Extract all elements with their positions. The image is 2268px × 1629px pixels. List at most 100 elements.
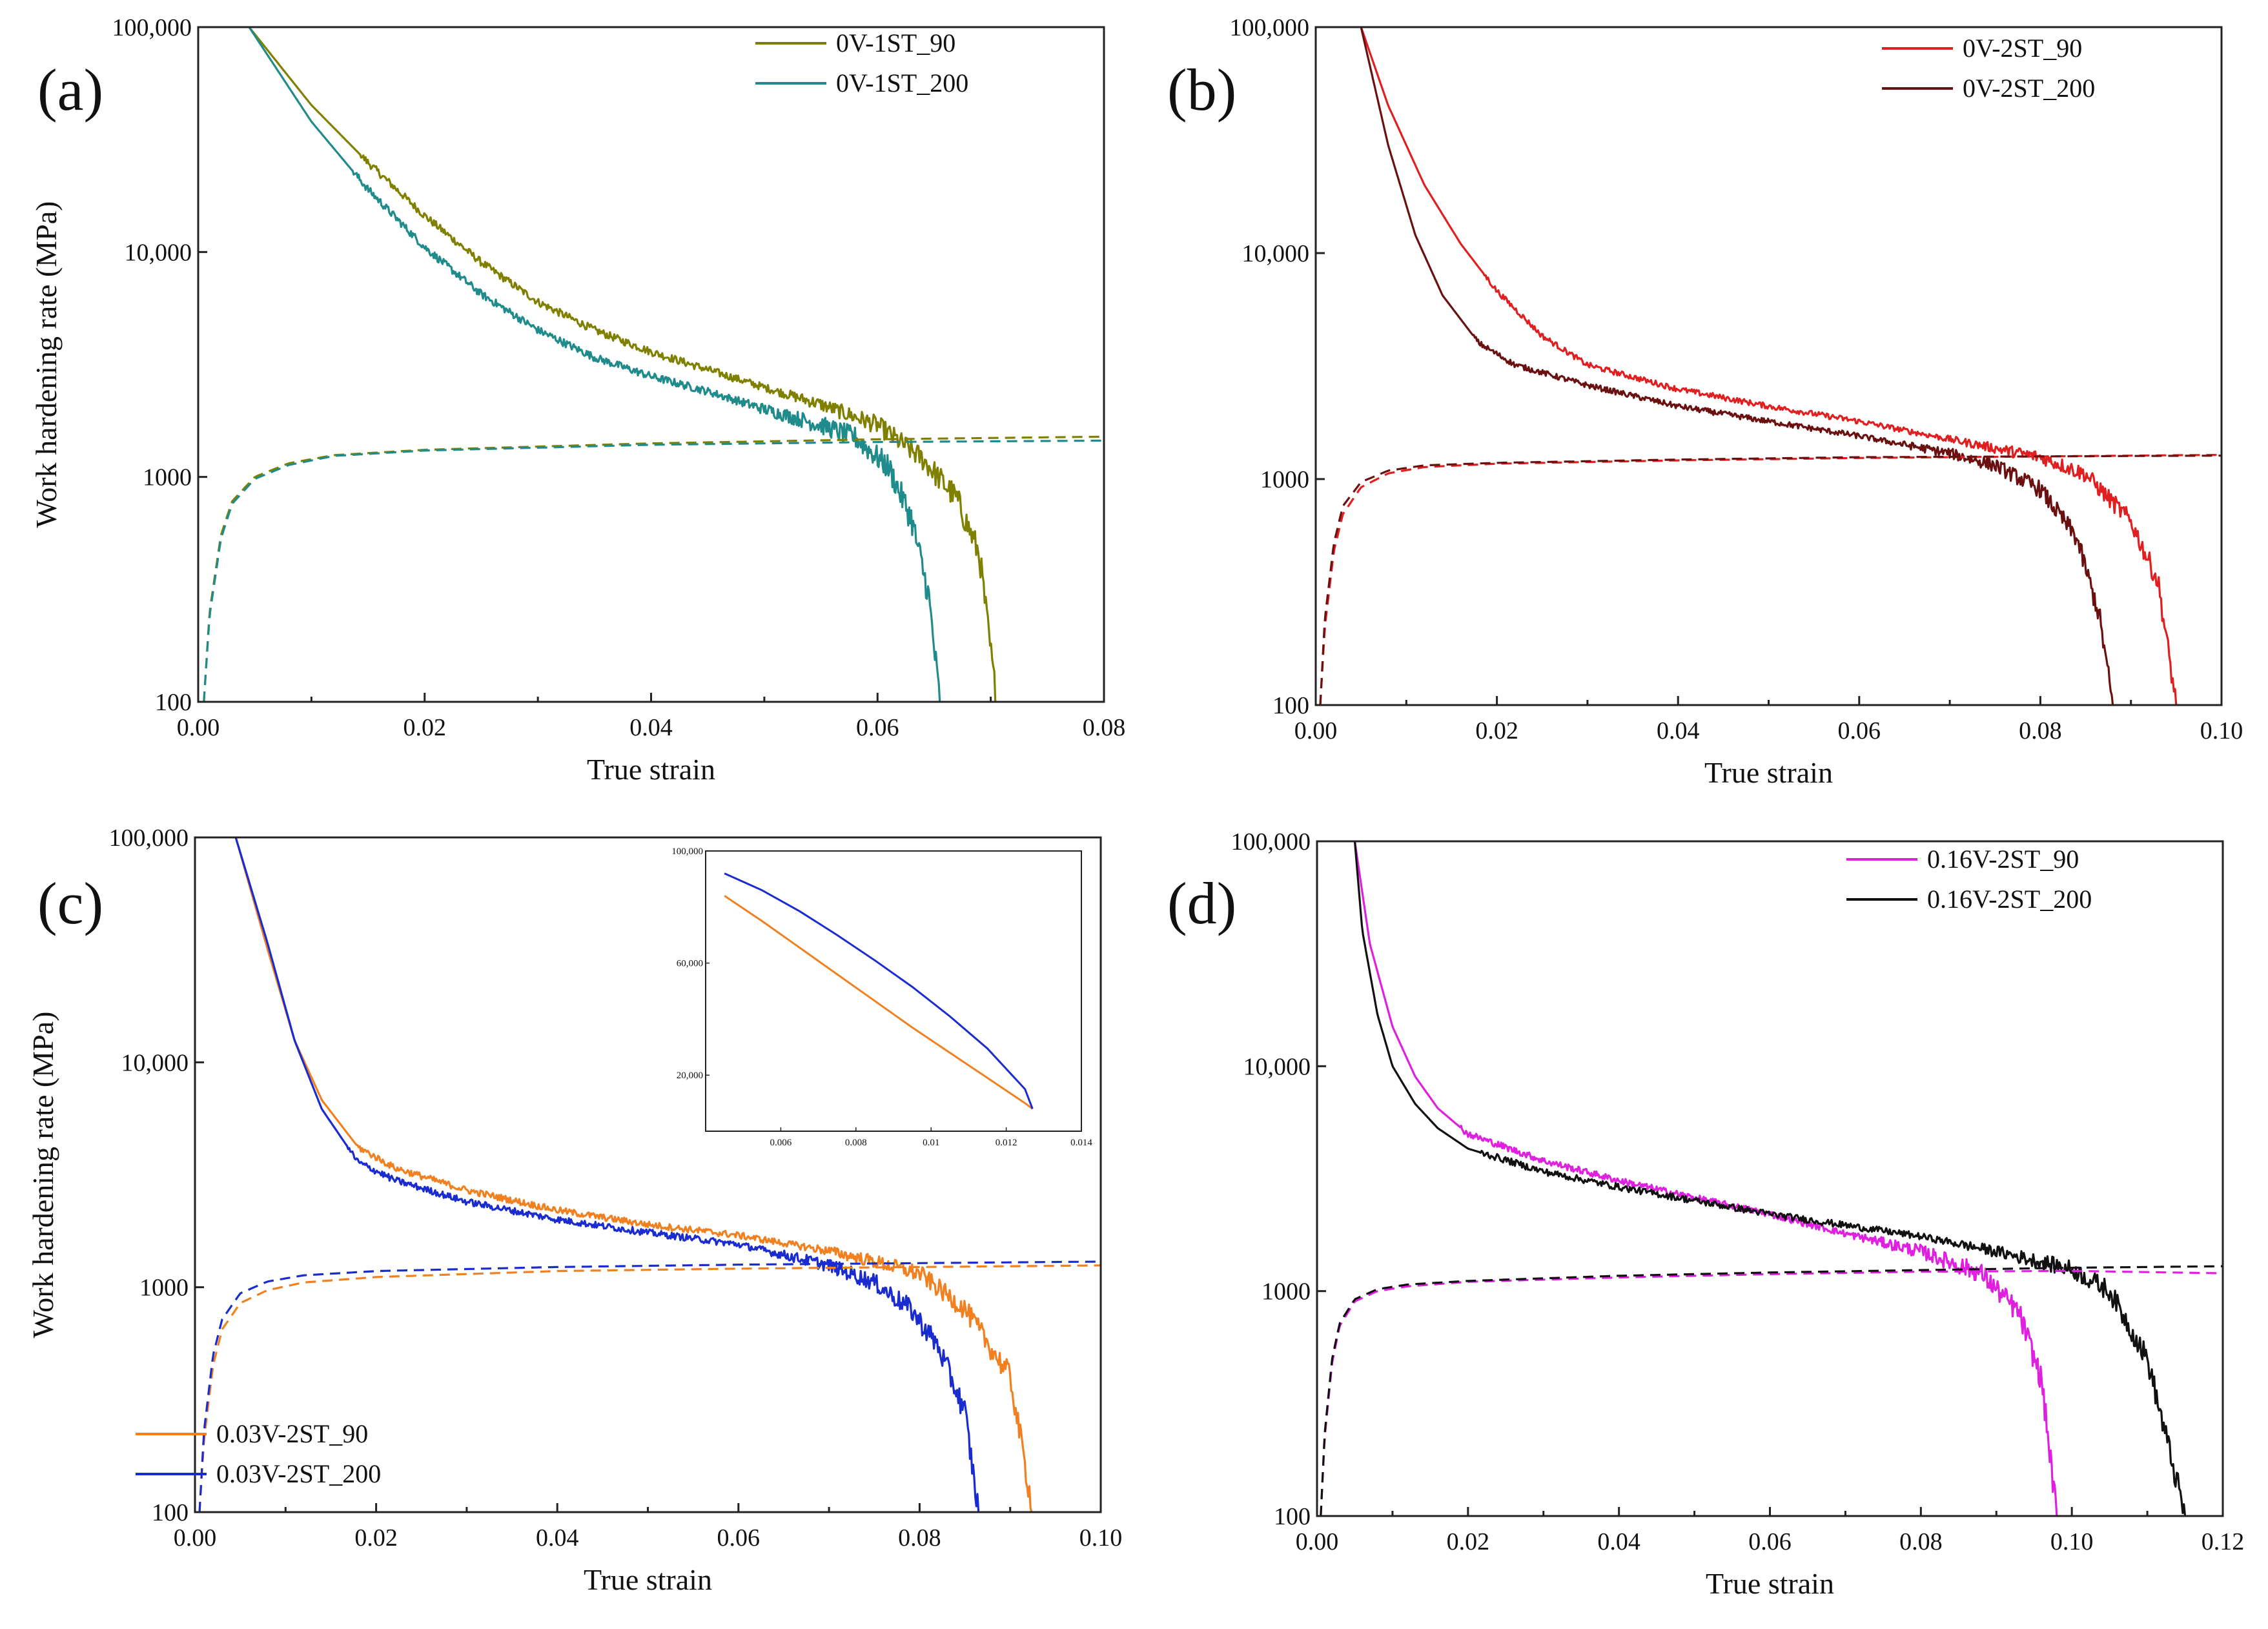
x-tick-label: 0.08 [1899, 1528, 1943, 1555]
series-line-2-1 [1360, 27, 2178, 705]
plot-area [198, 837, 1101, 1512]
inset-x-tick-label: 0.006 [770, 1138, 792, 1148]
y-tick-label: 100,000 [112, 14, 192, 41]
x-axis-label: True strain [584, 1563, 712, 1596]
legend-entry: 0V-1ST_200 [836, 68, 968, 97]
plot-area [1319, 27, 2222, 705]
legend-entry: 0V-1ST_90 [836, 28, 955, 57]
x-tick-label: 0.00 [177, 714, 220, 741]
legend-entry: 0.16V-2ST_90 [1927, 845, 2079, 874]
panel-label: (a) [37, 57, 103, 123]
x-tick-label: 0.00 [1294, 717, 1338, 744]
series-line-3-1 [234, 837, 1033, 1512]
y-tick-label: 100,000 [1231, 828, 1311, 855]
legend-entry: 0.03V-2ST_200 [216, 1459, 381, 1488]
x-tick-label: 0.06 [1838, 717, 1881, 744]
y-axis-label: Work hardening rate (MPa) [30, 201, 63, 528]
reference-curve-3-3 [198, 1264, 1101, 1512]
y-tick-label: 1000 [139, 1275, 189, 1302]
x-tick-label: 0.10 [1079, 1524, 1123, 1552]
y-axis-label: Work hardening rate (MPa) [26, 1012, 59, 1338]
x-tick-label: 0.02 [1475, 717, 1518, 744]
reference-curve-3-4 [198, 1260, 1101, 1512]
x-tick-label: 0.08 [2019, 717, 2062, 744]
reference-curve-1-3 [203, 435, 1104, 702]
series-line-3-2 [234, 837, 980, 1512]
y-tick-label: 100 [1272, 692, 1309, 719]
y-tick-label: 100 [1274, 1503, 1311, 1530]
legend: 0.03V-2ST_90 0.03V-2ST_200 [136, 1419, 381, 1488]
x-tick-label: 0.08 [1083, 714, 1126, 741]
inset-x-tick-label: 0.01 [923, 1138, 939, 1148]
reference-curve-2-3 [1319, 453, 2222, 705]
x-axis-label: True strain [1704, 756, 1833, 789]
panel-label: (b) [1167, 57, 1236, 123]
series-line-2-2 [1360, 27, 2114, 705]
inset-frame [705, 850, 1082, 1132]
x-tick-label: 0.06 [1748, 1528, 1792, 1555]
x-tick-label: 0.04 [1597, 1528, 1640, 1555]
y-tick-label: 1000 [143, 464, 192, 491]
inset-x-tick-label: 0.012 [996, 1138, 1017, 1148]
panel-label: (c) [37, 870, 103, 936]
x-axis-label: True strain [587, 753, 715, 786]
series-line-4-2 [1353, 841, 2187, 1516]
y-tick-label: 10,000 [125, 239, 192, 266]
panel-label: (d) [1167, 870, 1236, 936]
chart-panel-1: 0.00 0.02 0.04 0.06 0.08 100 1000 10,000 100,000… [30, 14, 1125, 786]
legend: 0V-1ST_90 0V-1ST_200 [755, 28, 968, 97]
chart-panel-2: 0.00 0.02 0.04 0.06 0.08 0.10 100 1000 10,000 100… [1167, 14, 2243, 789]
chart-panel-3: 0.00 0.02 0.04 0.06 0.08 0.10 100 1000 10,000 100… [26, 825, 1122, 1596]
y-tick-label: 100 [155, 689, 192, 716]
y-tick-label: 100,000 [1230, 14, 1310, 41]
y-tick-label: 100 [152, 1499, 189, 1526]
inset-y-tick-label: 60,000 [677, 959, 703, 969]
plot-area [1320, 841, 2223, 1516]
legend: 0.16V-2ST_90 0.16V-2ST_200 [1846, 845, 2092, 914]
plot-frame [1316, 840, 2224, 1517]
reference-curve-4-4 [1320, 1265, 2223, 1516]
x-tick-label: 0.06 [717, 1524, 761, 1552]
inset-y-tick-label: 20,000 [677, 1071, 703, 1081]
series-line-1-1 [248, 27, 997, 702]
x-tick-label: 0.04 [1657, 717, 1700, 744]
inset-x-tick-label: 0.014 [1070, 1138, 1092, 1148]
series-line-1-2 [248, 27, 941, 702]
x-tick-label: 0.02 [354, 1524, 398, 1552]
inset-x-tick-label: 0.008 [845, 1138, 867, 1148]
legend-entry: 0V-2ST_200 [1963, 74, 2095, 103]
plot-frame [1314, 26, 2223, 706]
reference-curve-2-4 [1319, 455, 2222, 705]
y-tick-label: 10,000 [1243, 1053, 1311, 1080]
x-tick-label: 0.06 [856, 714, 899, 741]
legend: 0V-2ST_90 0V-2ST_200 [1882, 34, 2095, 103]
x-tick-label: 0.04 [629, 714, 673, 741]
y-tick-label: 1000 [1262, 1278, 1311, 1306]
legend-entry: 0V-2ST_90 [1963, 34, 2082, 63]
x-tick-label: 0.12 [2202, 1528, 2245, 1555]
plot-area [203, 27, 1104, 702]
x-tick-label: 0.02 [404, 714, 447, 741]
legend-entry: 0.03V-2ST_90 [216, 1419, 368, 1448]
x-tick-label: 0.04 [536, 1524, 579, 1552]
inset-chart: 0.006 0.008 0.01 0.012 0.014 20,000 60,000 100,… [671, 846, 1092, 1148]
x-tick-label: 0.00 [1296, 1528, 1339, 1555]
y-tick-label: 1000 [1260, 466, 1309, 493]
inset-series-line-1 [724, 895, 1034, 1110]
y-tick-label: 10,000 [1242, 240, 1310, 267]
x-tick-label: 0.10 [2050, 1528, 2094, 1555]
reference-curve-1-4 [203, 439, 1104, 702]
x-tick-label: 0.10 [2200, 717, 2243, 744]
y-tick-label: 10,000 [121, 1049, 189, 1076]
x-tick-label: 0.02 [1447, 1528, 1490, 1555]
x-axis-label: True strain [1706, 1567, 1834, 1600]
inset-series-line-2 [724, 872, 1034, 1109]
x-tick-label: 0.08 [898, 1524, 941, 1552]
inset-y-tick-label: 100,000 [671, 846, 703, 857]
y-tick-label: 100,000 [109, 825, 189, 852]
reference-curve-4-3 [1320, 1269, 2223, 1516]
series-line-4-1 [1353, 841, 2058, 1516]
legend-entry: 0.16V-2ST_200 [1927, 885, 2092, 914]
chart-panel-4: 0.00 0.02 0.04 0.06 0.08 0.10 0.12 100 1000 10,00… [1167, 828, 2244, 1600]
